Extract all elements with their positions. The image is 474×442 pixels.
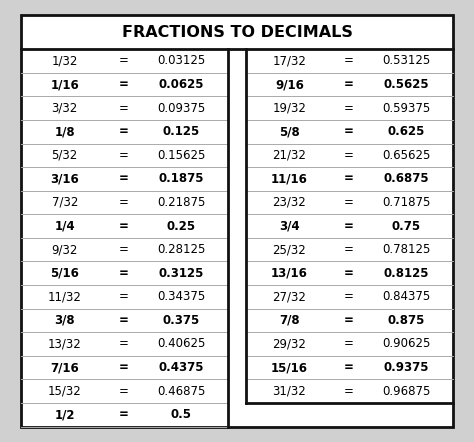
Text: 3/8: 3/8 <box>55 314 75 327</box>
Text: =: = <box>343 290 353 303</box>
Text: 27/32: 27/32 <box>273 290 306 303</box>
Text: 0.0625: 0.0625 <box>159 78 204 91</box>
Text: 0.15625: 0.15625 <box>157 149 206 162</box>
Text: =: = <box>343 314 353 327</box>
Text: 3/4: 3/4 <box>279 220 300 232</box>
Text: 21/32: 21/32 <box>273 149 306 162</box>
Text: 31/32: 31/32 <box>273 385 306 398</box>
Text: 0.96875: 0.96875 <box>382 385 430 398</box>
Text: 11/16: 11/16 <box>271 172 308 185</box>
Text: 0.84375: 0.84375 <box>382 290 430 303</box>
Text: 17/32: 17/32 <box>273 54 306 68</box>
Text: =: = <box>118 338 128 351</box>
Text: 13/16: 13/16 <box>271 267 308 280</box>
Text: 0.5625: 0.5625 <box>383 78 429 91</box>
Text: 19/32: 19/32 <box>273 102 306 114</box>
Text: =: = <box>118 78 128 91</box>
Text: =: = <box>118 385 128 398</box>
Text: FRACTIONS TO DECIMALS: FRACTIONS TO DECIMALS <box>121 25 353 40</box>
Text: 0.5: 0.5 <box>171 408 192 421</box>
Text: =: = <box>343 338 353 351</box>
Text: 0.375: 0.375 <box>163 314 200 327</box>
Text: 0.1875: 0.1875 <box>159 172 204 185</box>
Text: =: = <box>118 314 128 327</box>
Text: =: = <box>118 196 128 209</box>
Text: 11/32: 11/32 <box>48 290 82 303</box>
Text: 3/16: 3/16 <box>50 172 79 185</box>
Text: 3/32: 3/32 <box>52 102 78 114</box>
Text: 0.53125: 0.53125 <box>382 54 430 68</box>
Text: 9/32: 9/32 <box>52 243 78 256</box>
Text: 0.46875: 0.46875 <box>157 385 206 398</box>
Text: 7/32: 7/32 <box>52 196 78 209</box>
Text: =: = <box>343 149 353 162</box>
Text: 1/2: 1/2 <box>55 408 75 421</box>
Text: 0.28125: 0.28125 <box>157 243 206 256</box>
Text: 0.78125: 0.78125 <box>382 243 430 256</box>
Text: 0.4375: 0.4375 <box>159 361 204 374</box>
Text: =: = <box>118 149 128 162</box>
Text: 0.75: 0.75 <box>392 220 421 232</box>
Text: 7/8: 7/8 <box>279 314 300 327</box>
Text: 0.21875: 0.21875 <box>157 196 206 209</box>
Text: =: = <box>118 125 128 138</box>
Text: 0.09375: 0.09375 <box>157 102 206 114</box>
Text: 1/4: 1/4 <box>55 220 75 232</box>
Text: =: = <box>118 361 128 374</box>
Text: 13/32: 13/32 <box>48 338 82 351</box>
Text: 1/16: 1/16 <box>50 78 79 91</box>
Text: 0.40625: 0.40625 <box>157 338 206 351</box>
Text: 0.03125: 0.03125 <box>157 54 206 68</box>
Text: 25/32: 25/32 <box>273 243 306 256</box>
Text: =: = <box>343 172 353 185</box>
Text: 5/32: 5/32 <box>52 149 78 162</box>
Text: 0.8125: 0.8125 <box>383 267 429 280</box>
Text: =: = <box>343 102 353 114</box>
Text: 5/16: 5/16 <box>50 267 79 280</box>
Text: 0.65625: 0.65625 <box>382 149 430 162</box>
Text: =: = <box>118 172 128 185</box>
Text: =: = <box>343 78 353 91</box>
Text: =: = <box>118 408 128 421</box>
Text: 15/16: 15/16 <box>271 361 308 374</box>
Text: 0.71875: 0.71875 <box>382 196 430 209</box>
Text: 5/8: 5/8 <box>279 125 300 138</box>
Text: =: = <box>343 243 353 256</box>
Text: =: = <box>343 54 353 68</box>
Text: 0.9375: 0.9375 <box>383 361 429 374</box>
Text: 1/32: 1/32 <box>52 54 78 68</box>
Text: 1/8: 1/8 <box>55 125 75 138</box>
Text: 0.125: 0.125 <box>163 125 200 138</box>
Text: =: = <box>118 267 128 280</box>
Text: 0.34375: 0.34375 <box>157 290 206 303</box>
Text: 23/32: 23/32 <box>273 196 306 209</box>
Text: =: = <box>343 125 353 138</box>
Text: =: = <box>343 385 353 398</box>
Text: 0.25: 0.25 <box>167 220 196 232</box>
Text: 15/32: 15/32 <box>48 385 82 398</box>
Text: 0.59375: 0.59375 <box>382 102 430 114</box>
Text: =: = <box>118 220 128 232</box>
Text: =: = <box>118 54 128 68</box>
Text: =: = <box>343 196 353 209</box>
Text: =: = <box>343 361 353 374</box>
Text: 0.6875: 0.6875 <box>383 172 429 185</box>
Text: 0.875: 0.875 <box>387 314 425 327</box>
Text: =: = <box>118 290 128 303</box>
Text: 29/32: 29/32 <box>273 338 306 351</box>
Text: =: = <box>343 220 353 232</box>
Text: =: = <box>343 267 353 280</box>
Text: 0.90625: 0.90625 <box>382 338 430 351</box>
Text: 0.625: 0.625 <box>387 125 425 138</box>
Text: =: = <box>118 243 128 256</box>
Text: 9/16: 9/16 <box>275 78 304 91</box>
Text: 0.3125: 0.3125 <box>159 267 204 280</box>
Text: 7/16: 7/16 <box>50 361 79 374</box>
Text: =: = <box>118 102 128 114</box>
